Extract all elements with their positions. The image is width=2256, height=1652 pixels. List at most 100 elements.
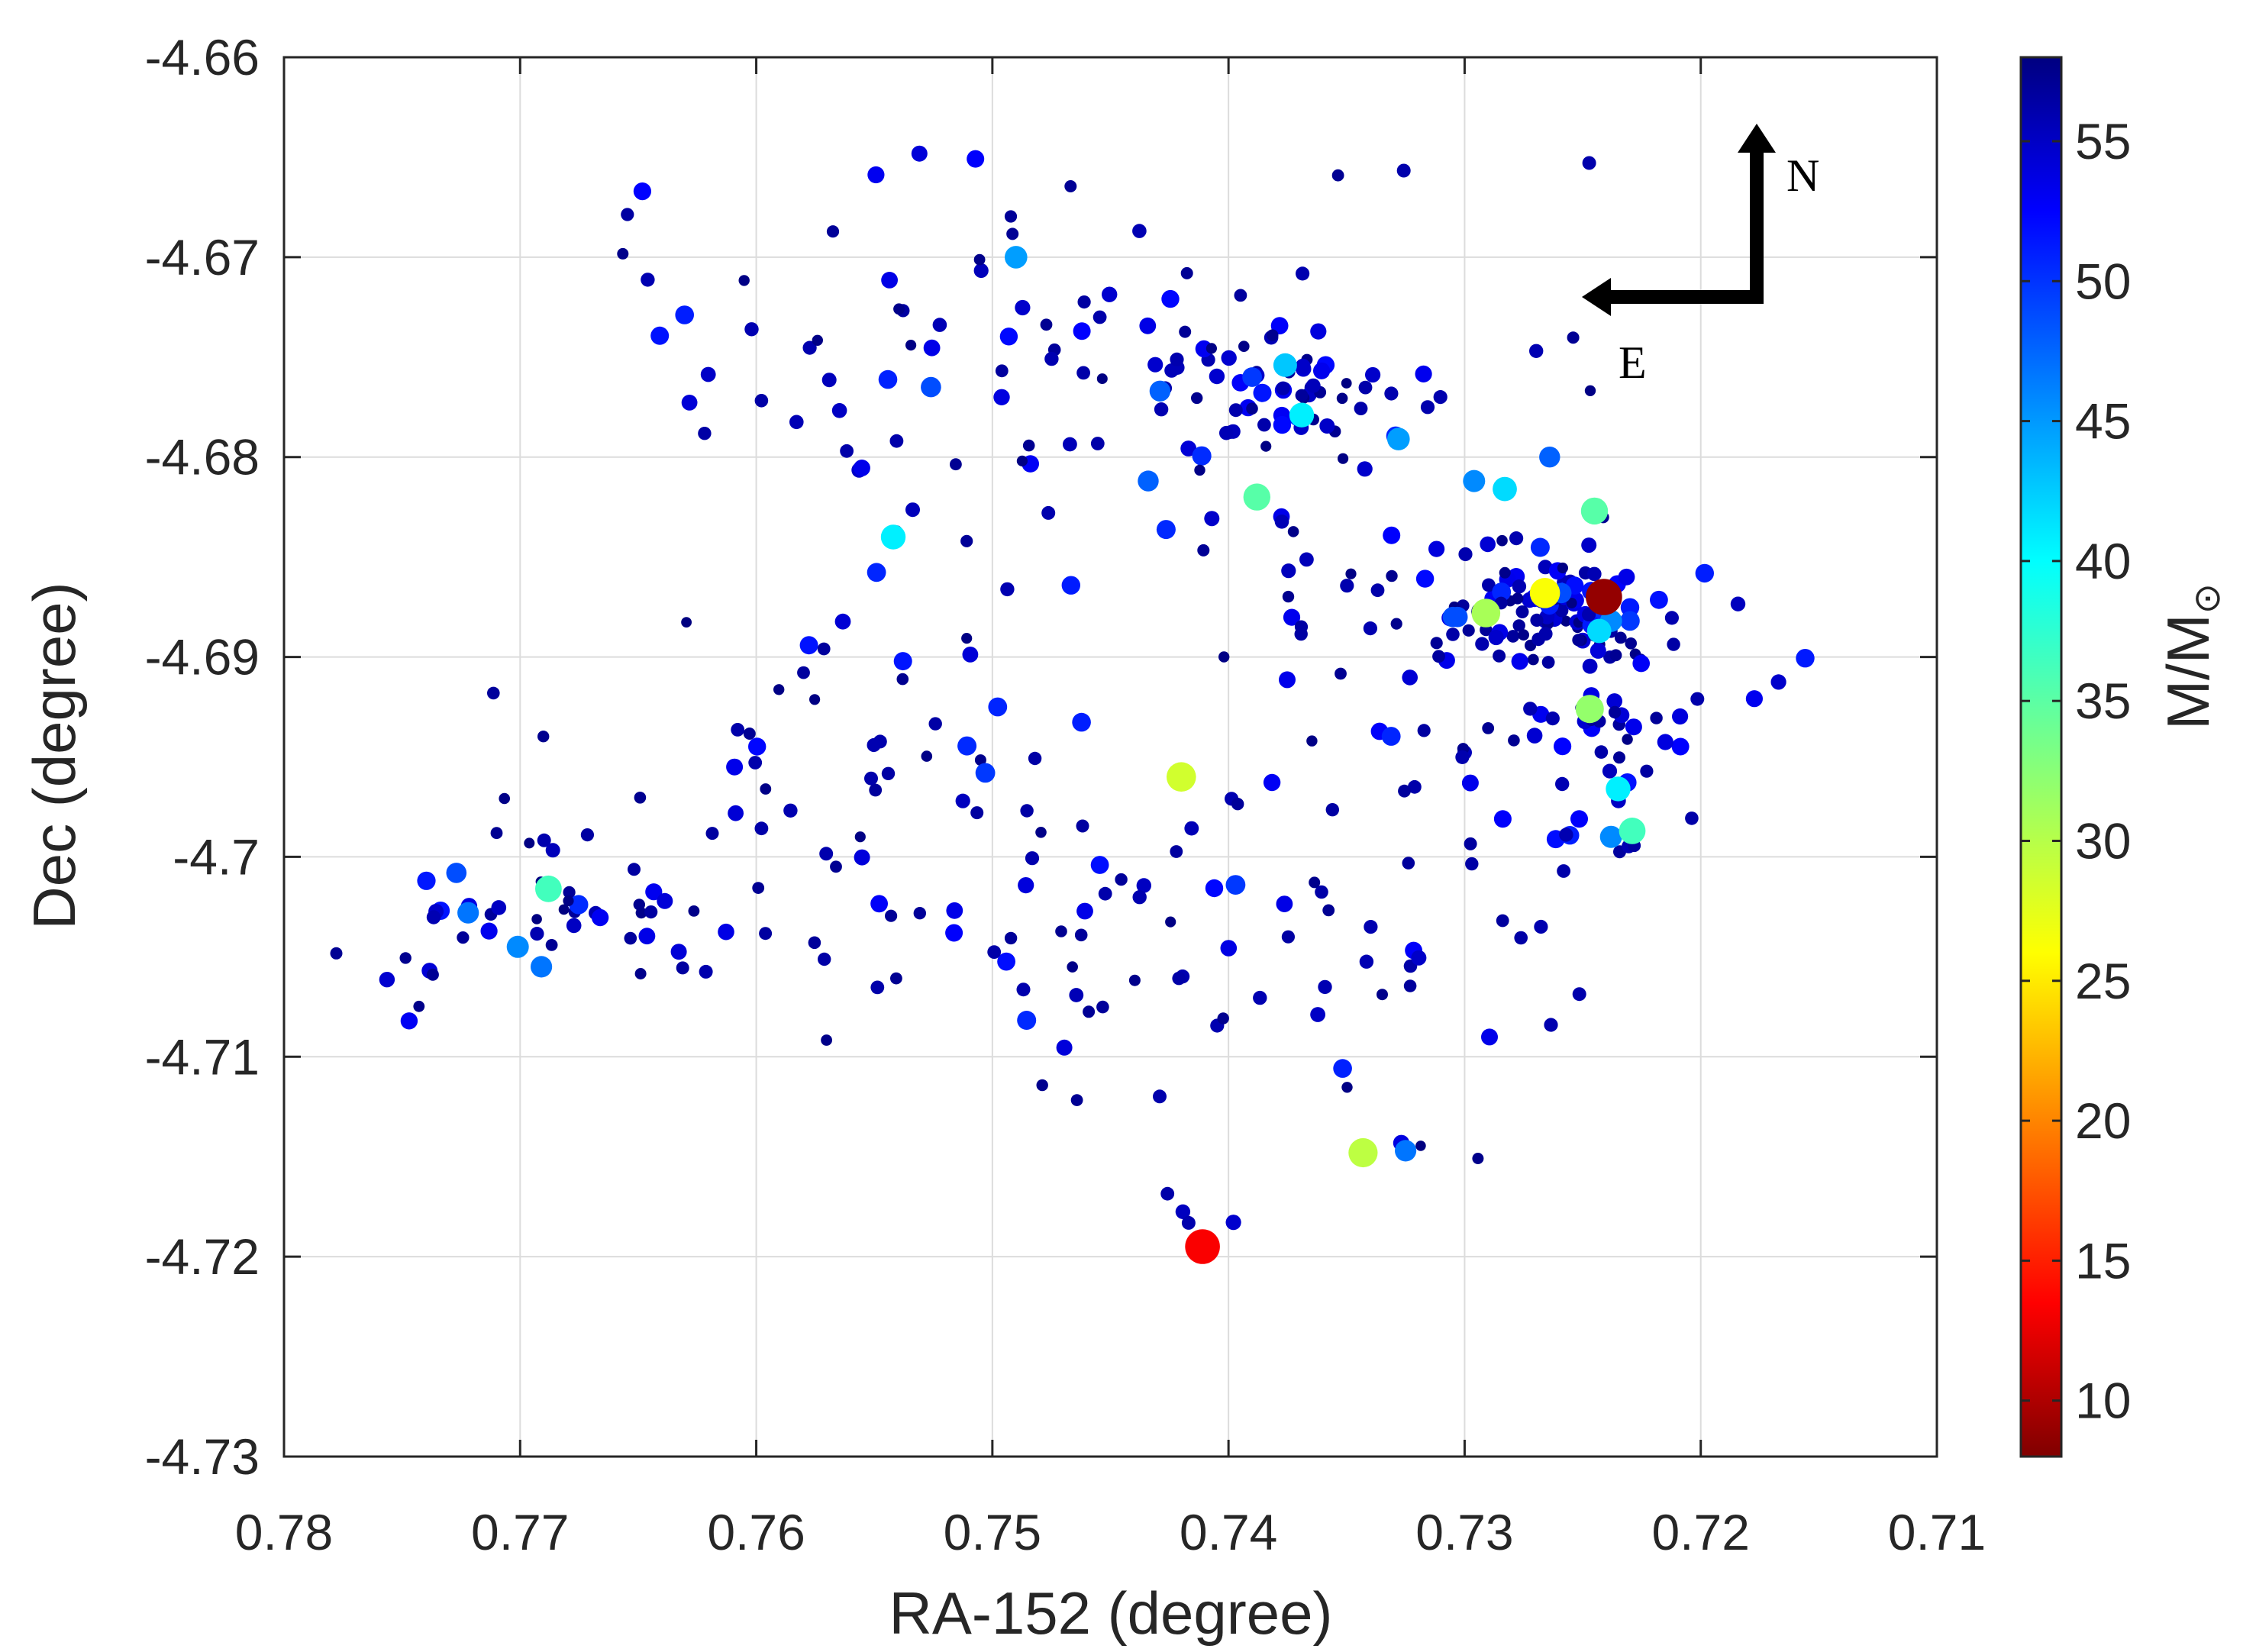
data-point	[1036, 1079, 1048, 1092]
data-point	[1015, 299, 1031, 316]
data-point	[818, 952, 831, 966]
colorbar-ticks: 10 15 20 25 30 35 40 45 50 55	[2021, 113, 2131, 1429]
data-point	[1506, 630, 1520, 643]
data-point	[628, 863, 641, 876]
data-point	[913, 907, 927, 920]
data-point	[1575, 695, 1604, 724]
data-point	[955, 793, 970, 808]
data-point	[635, 907, 647, 919]
data-point	[1341, 378, 1352, 389]
data-point	[621, 208, 634, 221]
data-point	[1529, 578, 1560, 608]
data-point	[759, 927, 773, 941]
data-point	[1619, 818, 1646, 844]
data-point	[1096, 1000, 1109, 1014]
data-point	[700, 366, 716, 382]
data-point	[1358, 380, 1373, 395]
data-point	[1139, 317, 1157, 334]
data-point	[921, 376, 941, 398]
data-point	[1357, 461, 1373, 477]
data-point	[698, 427, 712, 440]
data-point	[1132, 890, 1147, 905]
data-point	[1402, 857, 1415, 870]
data-point	[1246, 402, 1258, 415]
data-point	[1606, 776, 1631, 802]
data-point	[973, 263, 989, 279]
data-point	[1220, 940, 1238, 957]
data-point	[537, 833, 551, 847]
data-point	[1191, 392, 1203, 405]
data-point	[1620, 598, 1640, 617]
data-point	[1587, 566, 1602, 582]
data-point	[1219, 425, 1234, 440]
data-point	[670, 944, 687, 960]
data-point	[1408, 779, 1422, 794]
data-point	[1493, 649, 1506, 663]
data-point	[1180, 440, 1197, 457]
data-point	[923, 339, 941, 357]
data-point	[1064, 180, 1077, 192]
data-point	[988, 697, 1008, 717]
data-point	[1147, 357, 1164, 373]
data-point	[783, 803, 798, 818]
data-point	[880, 524, 906, 550]
data-point	[446, 863, 467, 883]
data-point	[1488, 629, 1504, 646]
colorbar: 10 15 20 25 30 35 40 45 50 55 M/M⊙	[2019, 56, 2228, 1458]
data-point	[1077, 295, 1091, 309]
data-point	[819, 847, 834, 861]
data-point	[961, 633, 973, 644]
data-point	[1359, 954, 1374, 969]
data-point	[1415, 365, 1432, 382]
data-point	[1523, 702, 1538, 716]
data-point	[718, 923, 734, 941]
data-point	[1197, 544, 1210, 557]
data-point	[1175, 1204, 1191, 1220]
data-point	[743, 728, 756, 740]
data-point	[1433, 389, 1448, 405]
data-point	[826, 225, 840, 238]
data-point	[1650, 711, 1663, 724]
data-point	[1482, 578, 1496, 592]
data-point	[413, 1000, 425, 1012]
data-point	[1263, 773, 1281, 792]
data-point	[1622, 734, 1633, 745]
data-point	[1625, 718, 1642, 736]
data-point	[945, 924, 963, 942]
data-point	[754, 394, 769, 408]
y-tick-label: -4.73	[145, 1428, 260, 1485]
data-point	[524, 837, 535, 849]
data-point	[1458, 547, 1473, 562]
data-point	[1365, 366, 1381, 383]
data-point	[1446, 628, 1460, 641]
data-point	[1044, 351, 1059, 366]
data-point	[1132, 224, 1147, 238]
data-point	[1559, 828, 1573, 842]
data-point	[1530, 537, 1550, 557]
data-point	[566, 918, 582, 934]
data-point	[1170, 352, 1184, 366]
y-tick-label: -4.72	[145, 1228, 260, 1285]
data-point	[1273, 353, 1297, 377]
data-point	[1582, 156, 1596, 170]
data-point	[970, 806, 984, 820]
data-point	[1160, 1186, 1175, 1201]
data-point	[1472, 1153, 1484, 1164]
data-point	[728, 805, 744, 821]
data-point	[1295, 389, 1309, 402]
data-point	[1544, 1018, 1558, 1032]
data-point	[962, 647, 979, 663]
data-point	[688, 905, 700, 917]
data-point	[1076, 902, 1093, 920]
data-point	[1167, 762, 1196, 792]
data-point	[1205, 879, 1224, 898]
y-tick-label: -4.68	[145, 429, 260, 486]
data-point	[870, 895, 888, 913]
data-point	[1083, 1005, 1096, 1018]
data-point	[1557, 562, 1568, 574]
data-point	[1205, 343, 1217, 354]
data-point	[1231, 798, 1244, 811]
colorbar-tick-label: 10	[2075, 1373, 2131, 1429]
data-point	[426, 968, 439, 981]
